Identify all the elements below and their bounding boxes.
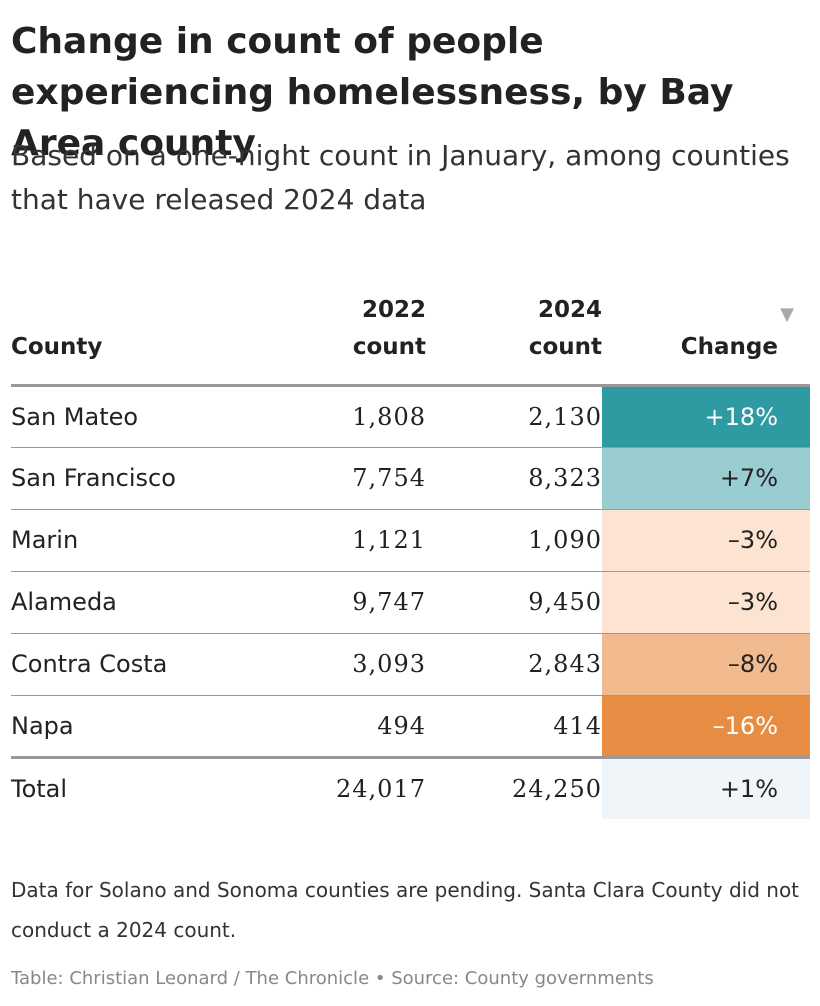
table-row: Napa 494 414 –16% xyxy=(11,695,810,757)
column-header-2022-top: 2022 xyxy=(361,296,426,323)
count-2024: 8,323 xyxy=(528,464,602,492)
column-header-county[interactable]: County xyxy=(11,290,290,385)
column-header-2024-top: 2024 xyxy=(537,296,602,323)
chart-title: Change in count of people experiencing h… xyxy=(11,21,734,164)
change-cell: +18% xyxy=(602,385,810,447)
change-cell: –8% xyxy=(602,633,810,695)
total-2024: 24,250 xyxy=(512,774,602,803)
total-2022: 24,017 xyxy=(336,774,426,803)
count-2024: 414 xyxy=(553,711,602,740)
table-row-total: Total 24,017 24,250 +1% xyxy=(11,757,810,819)
column-header-2022[interactable]: 2022 count xyxy=(290,290,426,385)
column-header-county-label: County xyxy=(11,333,103,360)
table-row: Marin 1,121 1,090 –3% xyxy=(11,509,810,571)
count-2024: 1,090 xyxy=(528,526,602,554)
change-cell: –3% xyxy=(602,571,810,633)
column-header-2024[interactable]: 2024 count xyxy=(426,290,602,385)
footnote: Data for Solano and Sonoma counties are … xyxy=(11,878,800,942)
chart-subtitle: Based on a one-night count in January, a… xyxy=(11,139,790,216)
table-row: San Mateo 1,808 2,130 +18% xyxy=(11,385,810,447)
column-header-2024-bottom: count xyxy=(528,333,602,360)
count-2022: 1,808 xyxy=(352,402,426,431)
count-2022: 1,121 xyxy=(352,526,426,554)
table-row: Contra Costa 3,093 2,843 –8% xyxy=(11,633,810,695)
count-2022: 494 xyxy=(377,711,426,740)
data-table: County 2022 count 2024 count ▼ Change Sa… xyxy=(11,290,810,819)
sort-descending-icon[interactable]: ▼ xyxy=(780,303,794,325)
change-cell: –16% xyxy=(602,695,810,757)
county-name: San Francisco xyxy=(11,464,176,492)
column-header-change-label: Change xyxy=(680,333,778,360)
table-header-row: County 2022 count 2024 count ▼ Change xyxy=(11,290,810,385)
county-name: Marin xyxy=(11,526,79,554)
credit-line: Table: Christian Leonard / The Chronicle… xyxy=(11,968,654,989)
table-row: San Francisco 7,754 8,323 +7% xyxy=(11,447,810,509)
count-2022: 7,754 xyxy=(352,464,426,492)
count-2024: 2,843 xyxy=(528,650,602,678)
count-2024: 2,130 xyxy=(528,402,602,431)
total-change: +1% xyxy=(602,757,810,819)
county-name: San Mateo xyxy=(11,402,139,431)
count-2022: 9,747 xyxy=(352,588,426,616)
count-2022: 3,093 xyxy=(352,650,426,678)
total-label: Total xyxy=(11,774,68,803)
count-2024: 9,450 xyxy=(528,588,602,616)
county-name: Contra Costa xyxy=(11,650,168,678)
county-name: Napa xyxy=(11,711,74,740)
column-header-2022-bottom: count xyxy=(352,333,426,360)
change-cell: +7% xyxy=(602,447,810,509)
county-name: Alameda xyxy=(11,588,117,616)
column-header-change[interactable]: ▼ Change xyxy=(602,290,810,385)
change-cell: –3% xyxy=(602,509,810,571)
table-row: Alameda 9,747 9,450 –3% xyxy=(11,571,810,633)
